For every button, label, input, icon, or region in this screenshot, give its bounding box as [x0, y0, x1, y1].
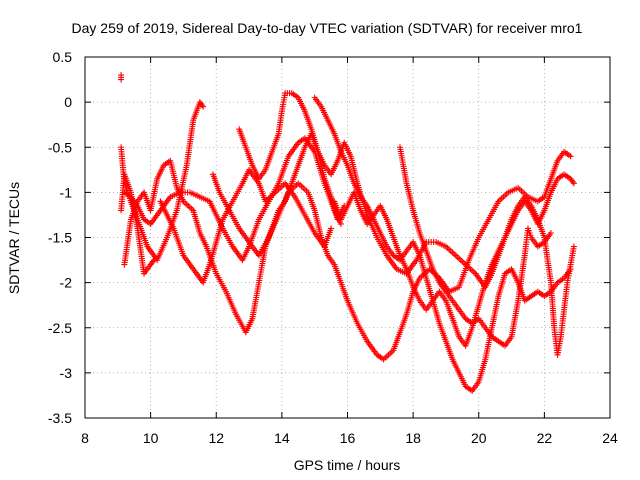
data-point [567, 153, 574, 160]
data-point [570, 180, 577, 187]
x-tick-label: 20 [471, 430, 487, 446]
data-point [547, 229, 554, 236]
x-tick-label: 8 [81, 430, 89, 446]
y-tick-label: -1.5 [48, 230, 72, 246]
series-track-9 [311, 94, 574, 394]
data-point [200, 103, 207, 110]
data-point [150, 257, 157, 264]
y-tick-label: 0.5 [53, 49, 73, 65]
x-tick-label: 18 [405, 430, 421, 446]
y-tick-label: -1 [60, 184, 73, 200]
series-track-11 [397, 144, 554, 349]
x-tick-label: 10 [143, 430, 159, 446]
series-track-2 [118, 99, 207, 264]
data-points [118, 72, 577, 394]
y-tick-label: -0.5 [48, 139, 72, 155]
data-point [570, 243, 577, 250]
axis-ticks: 8 10 12 14 16 18 20 22 24 0.5 0 -0.5 -1 -1.5 -2 -2.5 -3 -… [48, 49, 618, 446]
series-track-10 [331, 171, 577, 349]
x-tick-label: 16 [340, 430, 356, 446]
data-point [567, 266, 574, 273]
chart-title: Day 259 of 2019, Sidereal Day-to-day VTE… [72, 20, 583, 36]
x-axis-label: GPS time / hours [294, 457, 401, 473]
series-track-1 [118, 72, 125, 83]
data-point [328, 225, 335, 232]
data-point [118, 76, 125, 83]
y-tick-label: -3.5 [48, 410, 72, 426]
series-track-8 [236, 90, 577, 358]
y-tick-label: -2.5 [48, 320, 72, 336]
y-axis-label: SDTVAR / TECUs [6, 182, 22, 294]
x-tick-label: 24 [602, 430, 618, 446]
series-track-7 [209, 148, 574, 363]
x-tick-label: 12 [208, 430, 224, 446]
y-tick-label: -2 [60, 275, 73, 291]
series-track-6 [157, 166, 335, 286]
y-tick-label: 0 [64, 94, 72, 110]
x-tick-label: 22 [537, 430, 553, 446]
x-tick-label: 14 [274, 430, 290, 446]
y-tick-label: -3 [60, 365, 73, 381]
